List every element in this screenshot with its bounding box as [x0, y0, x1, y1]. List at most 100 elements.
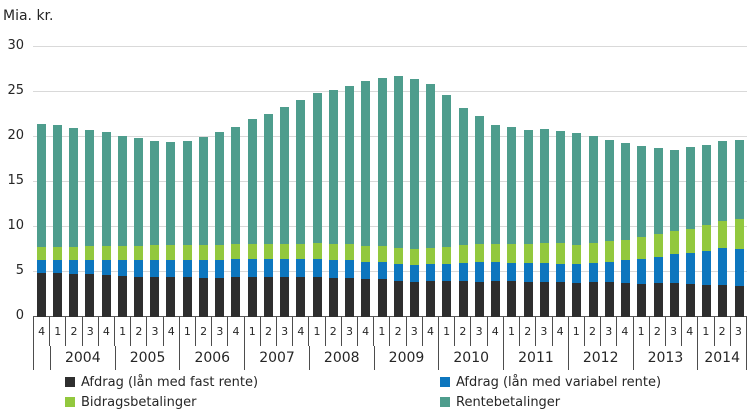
bar-segment — [36, 260, 46, 273]
legend-label: Afdrag (lån med variabel rente) — [456, 374, 662, 390]
bar-segment — [539, 263, 549, 282]
bar-segment — [166, 245, 176, 261]
bar-segment — [458, 245, 468, 263]
bar-segment — [653, 256, 663, 283]
bar-segment — [69, 246, 79, 261]
bar-segment — [426, 247, 436, 264]
bar-segment — [588, 281, 598, 317]
quarter-label: 3 — [81, 317, 98, 346]
bar-segment — [101, 274, 111, 317]
bar-segment — [653, 282, 663, 317]
quarter-label: 1 — [308, 317, 324, 346]
quarter-label: 4 — [486, 317, 503, 346]
bar-segment — [345, 278, 355, 317]
legend-item: Afdrag (lån med fast rente) — [65, 373, 440, 391]
bar-segment — [377, 262, 387, 280]
bar-segment — [621, 239, 631, 261]
bar-segment — [328, 260, 338, 279]
quarter-label: 3 — [340, 317, 357, 346]
bar-segment — [474, 116, 484, 245]
bar-segment — [702, 251, 712, 285]
bar — [147, 47, 163, 317]
bar — [65, 47, 81, 317]
stacked-bar — [166, 142, 176, 317]
stacked-bar — [150, 140, 160, 317]
bar-segment — [621, 282, 631, 317]
bar-segment — [36, 124, 46, 247]
bar-segment — [718, 220, 728, 248]
year-label: 2011 — [503, 346, 568, 370]
bar-segment — [280, 244, 290, 260]
bar — [731, 47, 747, 317]
bar-segment — [345, 85, 355, 245]
bar-segment — [328, 278, 338, 317]
quarter-label: 4 — [292, 317, 308, 346]
stacked-bar — [85, 129, 95, 317]
bar-segment — [85, 245, 95, 261]
bar-segment — [669, 230, 679, 255]
bar-segment — [280, 107, 290, 245]
quarter-label: 4 — [616, 317, 632, 346]
stacked-bar — [621, 143, 631, 317]
bar-segment — [637, 236, 647, 260]
quarter-label: 1 — [114, 317, 130, 346]
bar-segment — [280, 277, 290, 317]
bar — [293, 47, 309, 317]
stacked-bar — [669, 149, 679, 317]
bar-segment — [328, 244, 338, 261]
bar-segment — [345, 244, 355, 261]
bar — [569, 47, 585, 317]
bar — [49, 47, 65, 317]
bar-segment — [296, 100, 306, 245]
bar-segment — [507, 244, 517, 263]
year-row: 2004 2005 2006 2007 2008 2009 2010 2011 2012 2013… — [33, 346, 748, 370]
bar-segment — [702, 145, 712, 226]
year-label: 2007 — [244, 346, 309, 370]
bar-segment — [621, 260, 631, 283]
quarter-label: 2 — [454, 317, 470, 346]
stacked-bar — [637, 146, 647, 317]
bar-segment — [458, 108, 468, 245]
bar-segment — [182, 140, 192, 246]
bar-segment — [734, 286, 744, 317]
y-axis-label: 0 — [15, 308, 24, 323]
bar — [423, 47, 439, 317]
bar-segment — [150, 276, 160, 317]
year-label: 2005 — [114, 346, 180, 370]
bar-segment — [361, 81, 371, 246]
y-axis-label: 5 — [15, 263, 24, 278]
bar-segment — [523, 244, 533, 264]
bar-segment — [377, 77, 387, 246]
bar-segment — [426, 281, 436, 317]
bar-segment — [539, 128, 549, 244]
gridline — [33, 226, 747, 227]
quarter-label: 2 — [648, 317, 665, 346]
legend-label: Bidragsbetalinger — [81, 394, 197, 410]
bar-segment — [523, 281, 533, 317]
y-axis-label: 30 — [7, 38, 24, 53]
bar-segment — [69, 260, 79, 274]
bar-segment — [604, 241, 614, 263]
bar-segment — [621, 143, 631, 240]
bar-segment — [215, 131, 225, 246]
legend-label: Rentebetalinger — [456, 394, 561, 410]
bar-segment — [101, 245, 111, 261]
stacked-bar — [215, 131, 225, 317]
stacked-bar — [134, 137, 144, 317]
bar-segment — [410, 79, 419, 249]
bar — [98, 47, 114, 317]
quarter-label: 3 — [146, 317, 162, 346]
bar-segment — [442, 246, 452, 264]
bar-segment — [231, 244, 241, 260]
quarter-label: 3 — [470, 317, 486, 346]
bar-segment — [410, 264, 419, 282]
stacked-bar — [117, 136, 127, 317]
stacked-bar — [312, 92, 322, 317]
quarter-label: 1 — [502, 317, 519, 346]
bar — [553, 47, 569, 317]
stacked-bar — [296, 100, 306, 317]
bar-segment — [393, 281, 403, 317]
y-axis-label: 15 — [7, 173, 24, 188]
quarter-label: 3 — [729, 317, 747, 346]
bar-segment — [85, 129, 95, 246]
